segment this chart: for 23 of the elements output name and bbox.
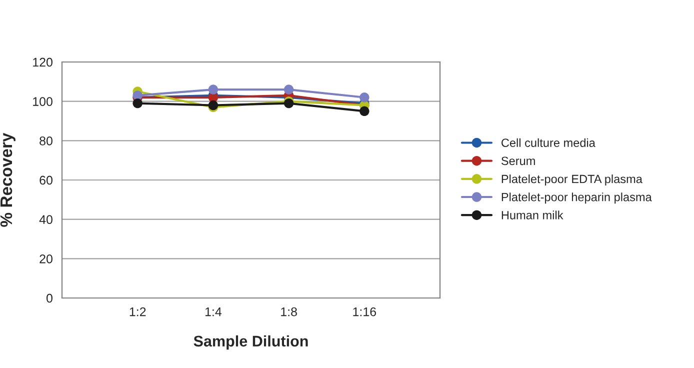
legend-label: Serum bbox=[501, 156, 535, 166]
x-tick-label: 1:16 bbox=[353, 307, 376, 316]
y-tick-label: 120 bbox=[33, 58, 52, 67]
y-tick-label: 80 bbox=[40, 136, 52, 146]
y-tick-label: 100 bbox=[33, 97, 52, 106]
y-tick-label: 20 bbox=[40, 254, 52, 264]
legend-label: Cell culture media bbox=[502, 138, 596, 147]
legend-label: Human milk bbox=[502, 210, 564, 220]
x-tick-label: 1:8 bbox=[281, 307, 297, 316]
legend-label: Platelet-poor EDTA plasma bbox=[502, 174, 642, 186]
x-tick-label: 1:4 bbox=[205, 307, 222, 316]
point bbox=[360, 106, 370, 116]
point bbox=[208, 84, 218, 94]
y-tick-label: 60 bbox=[40, 176, 52, 185]
point bbox=[284, 84, 294, 94]
legend-label: Platelet-poor heparin plasma bbox=[502, 192, 652, 204]
x-axis-title: Sample Dilution bbox=[194, 335, 308, 350]
x-tick-label: 1:2 bbox=[130, 307, 146, 316]
y-tick-label: 0 bbox=[46, 294, 52, 303]
y-tick-label: 40 bbox=[39, 215, 52, 224]
y-axis-title: % Recovery bbox=[0, 132, 16, 227]
point bbox=[132, 98, 142, 108]
point bbox=[360, 92, 370, 102]
